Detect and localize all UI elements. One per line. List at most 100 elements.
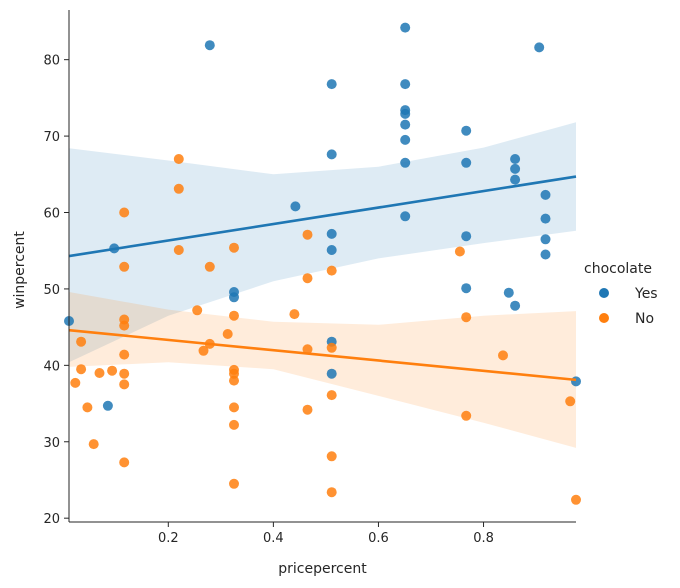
point-yes-19: [400, 157, 411, 168]
point-no-35: [302, 404, 313, 415]
point-yes-3: [204, 40, 215, 51]
y-tick-label: 60: [43, 207, 60, 222]
fit-line-no: [68, 328, 577, 382]
point-yes-30: [534, 42, 545, 53]
point-no-39: [326, 451, 337, 462]
point-no-43: [461, 410, 472, 421]
ci-band-no: [69, 292, 576, 448]
point-no-30: [229, 478, 239, 489]
ci-band-yes: [69, 122, 576, 363]
point-no-17: [173, 245, 184, 255]
point-yes-6: [290, 201, 301, 212]
point-no-29: [229, 419, 239, 430]
y-axis-label: winpercent: [12, 231, 28, 309]
point-no-32: [302, 229, 313, 240]
point-no-34: [302, 344, 313, 355]
point-yes-32: [540, 213, 551, 224]
scatter-points: [64, 22, 581, 505]
x-tick-label: 0.2: [158, 531, 179, 546]
point-yes-33: [540, 234, 551, 245]
point-no-16: [173, 183, 184, 194]
point-no-10: [119, 320, 130, 331]
point-yes-12: [326, 368, 337, 379]
point-no-24: [229, 310, 239, 321]
y-ticks: 20 30 40 50 60 70 80: [43, 54, 69, 527]
point-yes-1: [102, 400, 113, 411]
point-no-0: [70, 377, 81, 388]
y-tick-label: 70: [43, 130, 60, 145]
point-no-12: [119, 368, 130, 379]
point-no-46: [571, 494, 581, 505]
x-ticks: 0.2 0.4 0.6 0.8: [158, 522, 494, 546]
point-no-19: [198, 345, 209, 356]
point-yes-21: [461, 125, 472, 136]
point-yes-20: [400, 211, 411, 222]
point-yes-23: [461, 231, 472, 242]
point-yes-9: [326, 228, 337, 239]
point-yes-8: [326, 149, 337, 160]
point-yes-27: [510, 163, 521, 174]
point-no-11: [119, 349, 130, 360]
legend-label-no: No: [635, 311, 654, 327]
point-no-6: [107, 365, 118, 376]
legend-marker-no: [599, 313, 609, 323]
point-yes-14: [400, 79, 411, 90]
point-no-4: [88, 439, 99, 450]
point-no-7: [119, 207, 130, 218]
point-no-3: [82, 402, 93, 413]
point-no-13: [119, 379, 130, 390]
y-tick-label: 40: [43, 359, 60, 374]
point-no-31: [289, 309, 300, 320]
point-no-37: [326, 342, 337, 353]
point-yes-13: [400, 22, 411, 33]
point-yes-24: [461, 283, 472, 294]
point-no-28: [229, 402, 239, 413]
point-yes-16: [400, 108, 411, 119]
point-yes-22: [461, 157, 472, 168]
legend-title: chocolate: [584, 261, 652, 277]
point-yes-17: [400, 119, 411, 130]
axes: 0.2 0.4 0.6 0.8 20 30 40 50 60 70 80 pricepercent…: [12, 10, 576, 577]
point-yes-7: [326, 79, 337, 90]
point-no-15: [173, 154, 184, 164]
point-no-1: [76, 336, 87, 347]
fit-line-yes: [68, 175, 577, 258]
y-tick-label: 50: [43, 283, 60, 298]
point-no-42: [461, 312, 472, 323]
point-yes-5: [229, 292, 239, 303]
legend-label-yes: Yes: [634, 286, 658, 302]
point-no-2: [76, 364, 87, 375]
point-no-33: [302, 273, 313, 284]
x-tick-label: 0.4: [263, 531, 284, 546]
point-no-45: [565, 396, 576, 407]
point-yes-35: [571, 376, 581, 387]
legend-marker-yes: [599, 288, 609, 298]
point-yes-29: [510, 300, 521, 311]
y-tick-label: 80: [43, 54, 60, 69]
confidence-bands: [69, 122, 576, 448]
point-no-38: [326, 390, 337, 401]
point-no-5: [94, 368, 105, 378]
point-yes-31: [540, 189, 551, 200]
point-yes-18: [400, 134, 411, 145]
y-tick-label: 20: [43, 512, 60, 527]
point-no-20: [204, 261, 215, 272]
point-no-8: [119, 261, 130, 272]
point-yes-25: [503, 287, 514, 298]
point-yes-28: [510, 174, 521, 185]
point-no-44: [498, 350, 508, 361]
x-axis-label: pricepercent: [278, 561, 367, 577]
y-tick-label: 30: [43, 436, 60, 451]
x-tick-label: 0.8: [473, 531, 494, 546]
point-no-40: [326, 487, 337, 498]
point-no-27: [229, 375, 239, 386]
legend: chocolate Yes No: [584, 261, 658, 327]
regression-lines: [68, 175, 577, 382]
point-no-18: [192, 305, 203, 316]
point-no-14: [119, 457, 130, 468]
x-tick-label: 0.6: [368, 531, 389, 546]
point-yes-34: [540, 249, 551, 260]
point-no-23: [229, 242, 239, 253]
point-yes-10: [326, 245, 337, 255]
